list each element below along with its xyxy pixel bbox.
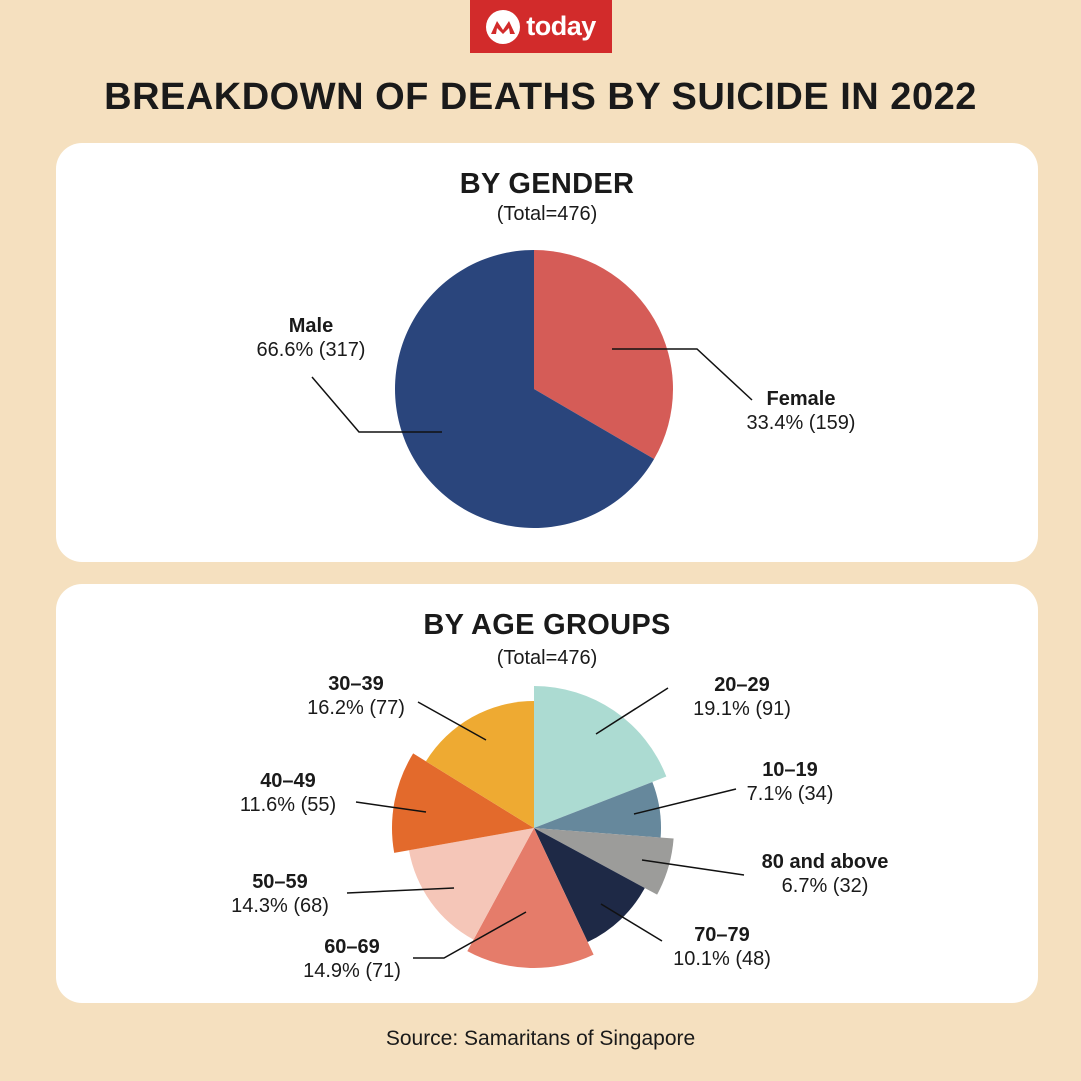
label-age-20-29: 20–29 19.1% (91) — [672, 673, 812, 721]
leader-line-age-40-49 — [355, 801, 427, 813]
page-title: BREAKDOWN OF DEATHS BY SUICIDE IN 2022 — [104, 76, 977, 118]
label-age-10-19-name: 10–19 — [762, 759, 818, 781]
label-age-30-39-value: 16.2% (77) — [307, 697, 405, 719]
label-age-20-29-value: 19.1% (91) — [693, 698, 791, 720]
label-age-70-79-value: 10.1% (48) — [673, 948, 771, 970]
gender-pie-chart — [311, 250, 753, 528]
leader-line-age-10-19 — [633, 788, 737, 815]
label-age-70-79: 70–79 10.1% (48) — [652, 923, 792, 971]
label-age-80-above: 80 and above 6.7% (32) — [740, 850, 910, 898]
pie-slice-60-69 — [467, 828, 594, 968]
leader-line-age-60-69 — [413, 911, 527, 959]
pie-slice-50-59 — [408, 828, 534, 940]
label-age-60-69-value: 14.9% (71) — [303, 960, 401, 982]
label-age-60-69: 60–69 14.9% (71) — [282, 935, 422, 983]
age-pie-chart — [346, 686, 745, 968]
age-chart-title: BY AGE GROUPS — [423, 609, 671, 641]
gender-chart-card: BY GENDER (Total=476) Male 66.6% (317) F… — [56, 143, 1038, 562]
label-age-60-69-name: 60–69 — [324, 936, 380, 958]
leader-line-age-80-above — [641, 859, 745, 876]
source-note: Source: Samaritans of Singapore — [385, 1027, 696, 1050]
label-age-40-49-name: 40–49 — [260, 770, 316, 792]
label-age-20-29-name: 20–29 — [714, 674, 770, 696]
leader-line-age-30-39 — [417, 701, 487, 741]
brand-logo: today — [470, 0, 612, 53]
age-chart-subtitle: (Total=476) — [496, 647, 598, 669]
pie-slice-female — [534, 250, 673, 460]
label-age-50-59: 50–59 14.3% (68) — [210, 870, 350, 918]
label-age-50-59-value: 14.3% (68) — [231, 895, 329, 917]
leader-line-age-20-29 — [595, 687, 669, 735]
label-male: Male 66.6% (317) — [226, 314, 396, 362]
label-male-name: Male — [288, 315, 334, 337]
label-female-name: Female — [766, 388, 836, 410]
pie-slice-20-29 — [534, 686, 667, 828]
age-chart-card: BY AGE GROUPS (Total=476) 20–29 19.1% (9… — [56, 584, 1038, 1003]
label-age-80-above-value: 6.7% (32) — [781, 875, 869, 897]
pie-slice-10-19 — [534, 781, 661, 838]
mediacorp-logo-icon — [486, 9, 521, 44]
label-age-70-79-name: 70–79 — [694, 924, 750, 946]
gender-chart-title: BY GENDER — [459, 168, 635, 200]
label-age-50-59-name: 50–59 — [252, 871, 308, 893]
label-female-value: 33.4% (159) — [746, 412, 856, 434]
label-age-40-49: 40–49 11.6% (55) — [218, 769, 358, 817]
label-age-80-above-name: 80 and above — [761, 851, 889, 873]
label-age-10-19: 10–19 7.1% (34) — [720, 758, 860, 806]
label-age-30-39: 30–39 16.2% (77) — [286, 672, 426, 720]
leader-line-age-50-59 — [346, 887, 455, 894]
pie-slice-male — [394, 250, 655, 528]
pie-slice-30-39 — [425, 701, 534, 828]
label-female: Female 33.4% (159) — [716, 387, 886, 435]
label-age-10-19-value: 7.1% (34) — [746, 783, 834, 805]
leader-line-age-70-79 — [600, 903, 663, 942]
label-male-value: 66.6% (317) — [256, 339, 366, 361]
label-age-40-49-value: 11.6% (55) — [239, 794, 337, 816]
gender-chart-subtitle: (Total=476) — [496, 203, 598, 225]
pie-slice-80-and-above — [534, 828, 674, 895]
leader-line-female — [612, 348, 753, 401]
brand-logo-text: today — [526, 11, 596, 41]
label-age-30-39-name: 30–39 — [328, 673, 384, 695]
pie-slice-40-49 — [391, 753, 534, 853]
leader-line-male — [311, 376, 442, 433]
